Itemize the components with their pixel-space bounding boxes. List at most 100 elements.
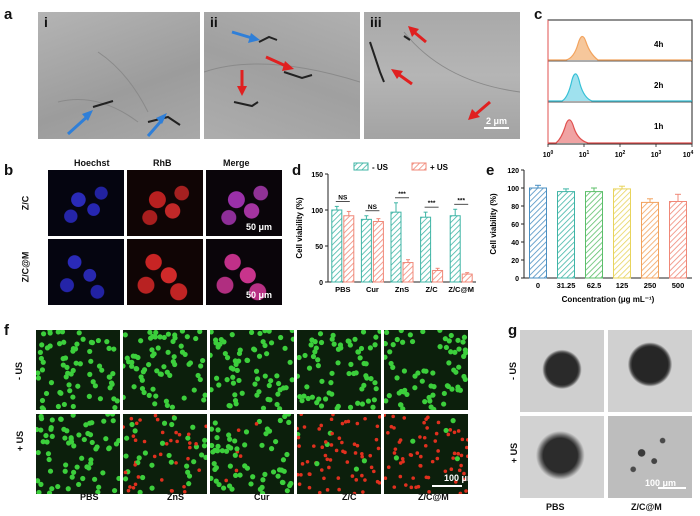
bar-1-4 — [461, 273, 473, 283]
live-cell — [136, 455, 142, 461]
dead-cell — [123, 425, 125, 429]
dead-cell — [186, 456, 190, 461]
x-tick-label: 0 — [536, 281, 540, 290]
live-cell — [230, 366, 236, 372]
live-cell — [253, 368, 260, 374]
live-cell — [212, 420, 218, 426]
dead-cell — [372, 469, 376, 474]
live-cell — [101, 418, 107, 424]
live-cell — [67, 388, 73, 394]
live-cell — [74, 464, 80, 470]
dead-cell — [376, 446, 381, 451]
live-cell — [355, 400, 361, 406]
dead-cell — [323, 453, 328, 458]
live-cell — [347, 404, 354, 410]
live-dead-tile — [123, 330, 207, 410]
live-cell — [437, 330, 443, 333]
live-cell — [111, 346, 117, 352]
live-cell — [275, 380, 282, 387]
live-cell — [191, 459, 197, 465]
sig-label: *** — [398, 191, 406, 198]
live-cell — [227, 436, 233, 442]
live-cell — [90, 379, 96, 385]
live-cell — [368, 376, 374, 382]
live-cell — [358, 345, 365, 352]
live-cell — [210, 442, 215, 449]
dead-cell — [375, 424, 380, 429]
live-cell — [351, 370, 357, 377]
live-cell — [328, 380, 334, 386]
live-cell — [390, 364, 396, 370]
live-cell — [297, 394, 303, 400]
dead-cell — [142, 439, 147, 444]
live-cell — [212, 337, 219, 343]
dead-cell — [414, 485, 418, 490]
dead-cell — [329, 443, 334, 447]
live-cell — [232, 452, 238, 458]
live-cell — [248, 330, 255, 335]
live-cell — [63, 462, 69, 468]
live-cell — [388, 360, 394, 367]
live-cell — [99, 367, 105, 373]
live-cell — [74, 341, 80, 347]
live-cell — [141, 389, 147, 396]
row-label-g-minus: - US — [508, 362, 518, 380]
live-cell — [262, 471, 268, 477]
y-tick-label: 20 — [511, 258, 519, 265]
live-cell — [195, 372, 201, 379]
live-cell — [455, 337, 461, 343]
live-cell — [80, 336, 86, 342]
x-tick-4: 104 — [683, 150, 694, 159]
dead-cell — [131, 434, 136, 438]
live-cell — [227, 463, 233, 469]
live-cell — [140, 474, 146, 481]
live-cell — [165, 331, 171, 337]
dead-cell — [452, 451, 457, 456]
col-header-merge: Merge — [223, 158, 250, 168]
live-cell — [282, 414, 288, 419]
live-cell — [36, 489, 42, 494]
live-cell — [234, 446, 240, 452]
dead-cell — [459, 463, 463, 468]
live-cell — [259, 442, 265, 448]
dead-cell — [194, 442, 198, 446]
dead-cell — [419, 454, 423, 459]
live-cell — [86, 393, 92, 399]
dead-cell — [451, 456, 455, 460]
live-cell — [422, 399, 428, 405]
dead-cell — [341, 449, 345, 454]
dead-cell — [458, 491, 463, 494]
live-cell — [396, 390, 402, 396]
dead-cell — [331, 414, 335, 417]
live-dead-tile — [210, 330, 294, 410]
live-cell — [38, 481, 44, 487]
scale-label-b2: 50 μm — [246, 290, 273, 300]
live-cell — [442, 336, 448, 342]
dead-cell — [328, 458, 333, 462]
live-cell — [390, 342, 396, 348]
live-cell — [219, 448, 225, 454]
fluo-zc-rhb — [127, 170, 203, 236]
live-cell — [94, 444, 100, 450]
live-cell — [146, 361, 152, 368]
bar-4 — [641, 201, 659, 279]
live-cell — [71, 443, 77, 449]
live-cell — [124, 435, 130, 441]
live-cell — [318, 339, 325, 346]
live-cell — [330, 332, 336, 338]
y-tick-label: 40 — [511, 240, 519, 247]
live-cell — [452, 349, 458, 355]
bar-5 — [669, 201, 687, 279]
live-cell — [66, 440, 72, 446]
dead-cell — [411, 476, 415, 480]
live-cell — [181, 395, 187, 401]
dead-cell — [386, 430, 390, 435]
live-cell — [147, 335, 154, 341]
x-tick-label: ZnS — [395, 285, 409, 294]
live-cell — [65, 486, 71, 492]
live-cell — [186, 361, 192, 367]
live-cell — [363, 373, 369, 379]
dead-cell — [174, 430, 178, 435]
live-cell — [290, 336, 294, 342]
live-cell — [104, 339, 110, 345]
